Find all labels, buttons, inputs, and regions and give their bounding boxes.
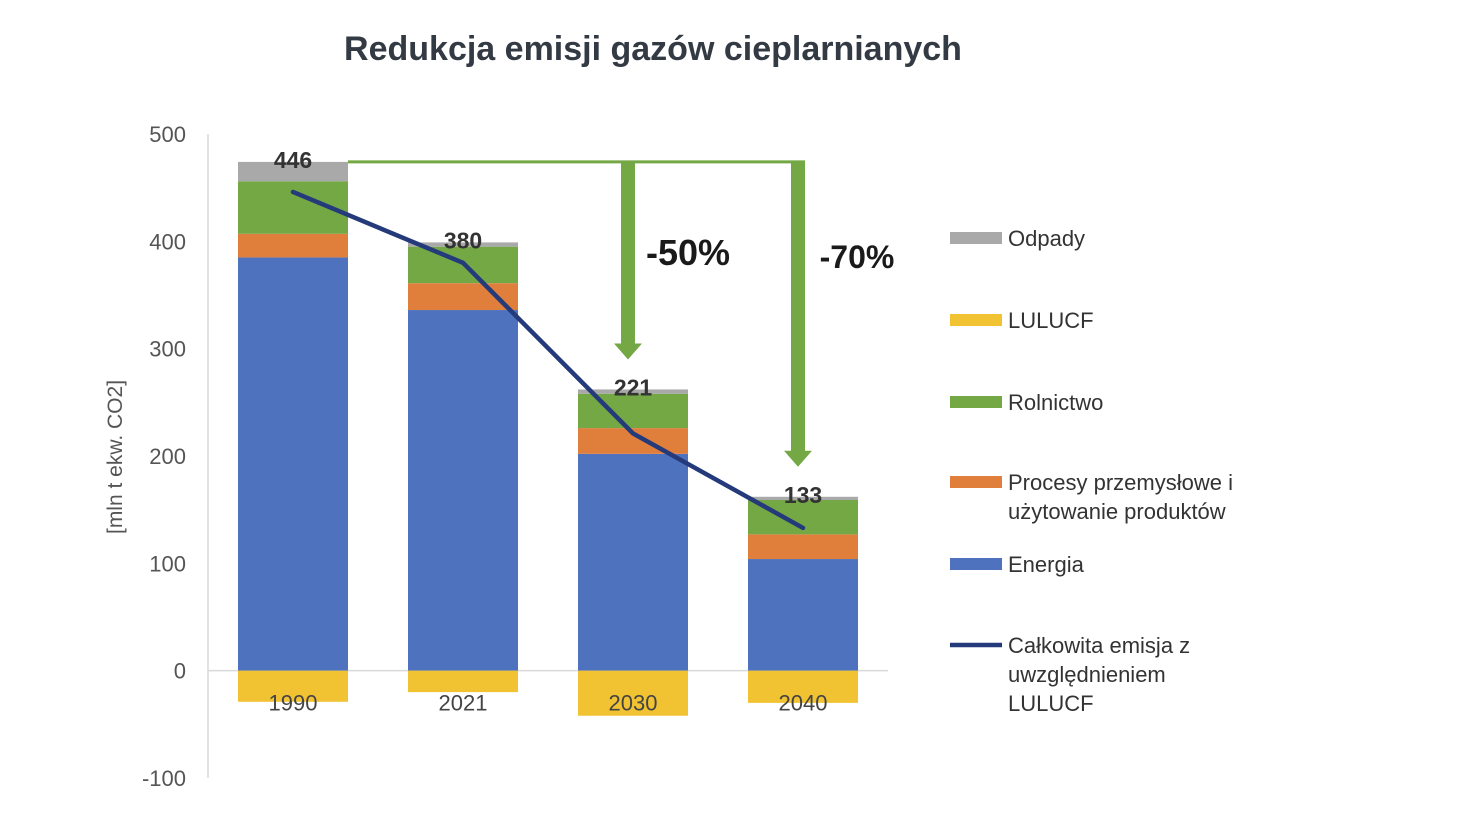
x-tick-label: 2021 <box>439 691 488 716</box>
legend-swatch <box>950 558 1002 570</box>
bar-odpady-2030 <box>578 389 688 394</box>
y-tick-label: 400 <box>149 229 186 254</box>
y-tick-label: 300 <box>149 337 186 362</box>
bar-lulucf-1990 <box>238 670 348 702</box>
x-tick-label: 1990 <box>269 691 318 716</box>
bar-energia-2030 <box>578 453 688 671</box>
legend-item-calkowita-emisja-z-uwzglednieniem-lulucf: Całkowita emisja z uwzględnieniem LULUCF <box>950 633 1190 716</box>
bar-odpady-1990 <box>238 161 348 182</box>
bar-lulucf-2040 <box>748 670 858 703</box>
y-tick-label: 100 <box>149 551 186 576</box>
total-line-layer <box>290 189 806 531</box>
legend-item-rolnictwo: Rolnictwo <box>950 390 1103 415</box>
total-emission-line <box>290 189 806 531</box>
legend-label: LULUCF <box>1008 691 1094 716</box>
bar-procesy-przemyslowe-i-uzytowanie-produktow-2021 <box>408 283 518 311</box>
bar-odpady-2021 <box>408 242 518 247</box>
y-tick-label: 200 <box>149 444 186 469</box>
legend-label: Odpady <box>1008 226 1085 251</box>
reduction-label: -70% <box>820 239 895 275</box>
legend-label: uwzględnieniem <box>1008 662 1166 687</box>
legend: Odpady LULUCF Rolnictwo Procesy przemysłowe… <box>950 226 1233 716</box>
legend-label: użytowanie produktów <box>1008 499 1226 524</box>
bar-lulucf-2030 <box>578 670 688 716</box>
bar-procesy-przemyslowe-i-uzytowanie-produktow-1990 <box>238 233 348 258</box>
y-axis-label: [mln t ekw. CO2] <box>104 380 127 534</box>
bar-energia-1990 <box>238 257 348 671</box>
reduction-arrow-head <box>614 343 642 360</box>
reduction-arrow-shaft <box>791 161 805 453</box>
y-tick-label: 500 <box>149 122 186 147</box>
reduction-label: -50% <box>646 232 730 273</box>
legend-item-procesy-przemyslowe-i-uzytowanie-produktow: Procesy przemysłowe i użytowanie produktó… <box>950 470 1233 524</box>
legend-swatch <box>950 232 1002 244</box>
reduction-arrow-shaft <box>621 161 635 346</box>
y-tick-label: -100 <box>142 766 186 791</box>
data-label-total: 221 <box>614 374 653 400</box>
legend-label: LULUCF <box>1008 308 1094 333</box>
legend-label: Całkowita emisja z <box>1008 633 1190 658</box>
x-tick-label: 2040 <box>779 691 828 716</box>
x-tick-label: 2030 <box>609 691 658 716</box>
bar-procesy-przemyslowe-i-uzytowanie-produktow-2040 <box>748 534 858 560</box>
legend-label: Rolnictwo <box>1008 390 1103 415</box>
data-label-total: 380 <box>444 227 482 253</box>
legend-label: Energia <box>1008 552 1085 577</box>
bar-energia-2040 <box>748 559 858 671</box>
data-labels: 1990 2021 2030 2040 446 380 221 133 <box>269 147 828 716</box>
data-label-total: 446 <box>274 147 312 173</box>
chart-title: Redukcja emisji gazów cieplarnianych <box>344 30 962 68</box>
legend-swatch <box>950 396 1002 408</box>
legend-swatch <box>950 476 1002 488</box>
legend-label: Procesy przemysłowe i <box>1008 470 1233 495</box>
bar-odpady-2040 <box>748 496 858 501</box>
legend-item-energia: Energia <box>950 552 1085 577</box>
legend-item-lulucf: LULUCF <box>950 308 1094 333</box>
y-tick-label: 0 <box>174 659 186 684</box>
data-label-total: 133 <box>784 482 822 508</box>
bar-lulucf-2021 <box>408 670 518 693</box>
reduction-annotations: -50% -70% <box>348 160 895 467</box>
legend-item-odpady: Odpady <box>950 226 1085 251</box>
reduction-arrow-head <box>784 450 812 467</box>
bar-energia-2021 <box>408 310 518 671</box>
bars <box>238 161 858 716</box>
legend-swatch <box>950 314 1002 326</box>
